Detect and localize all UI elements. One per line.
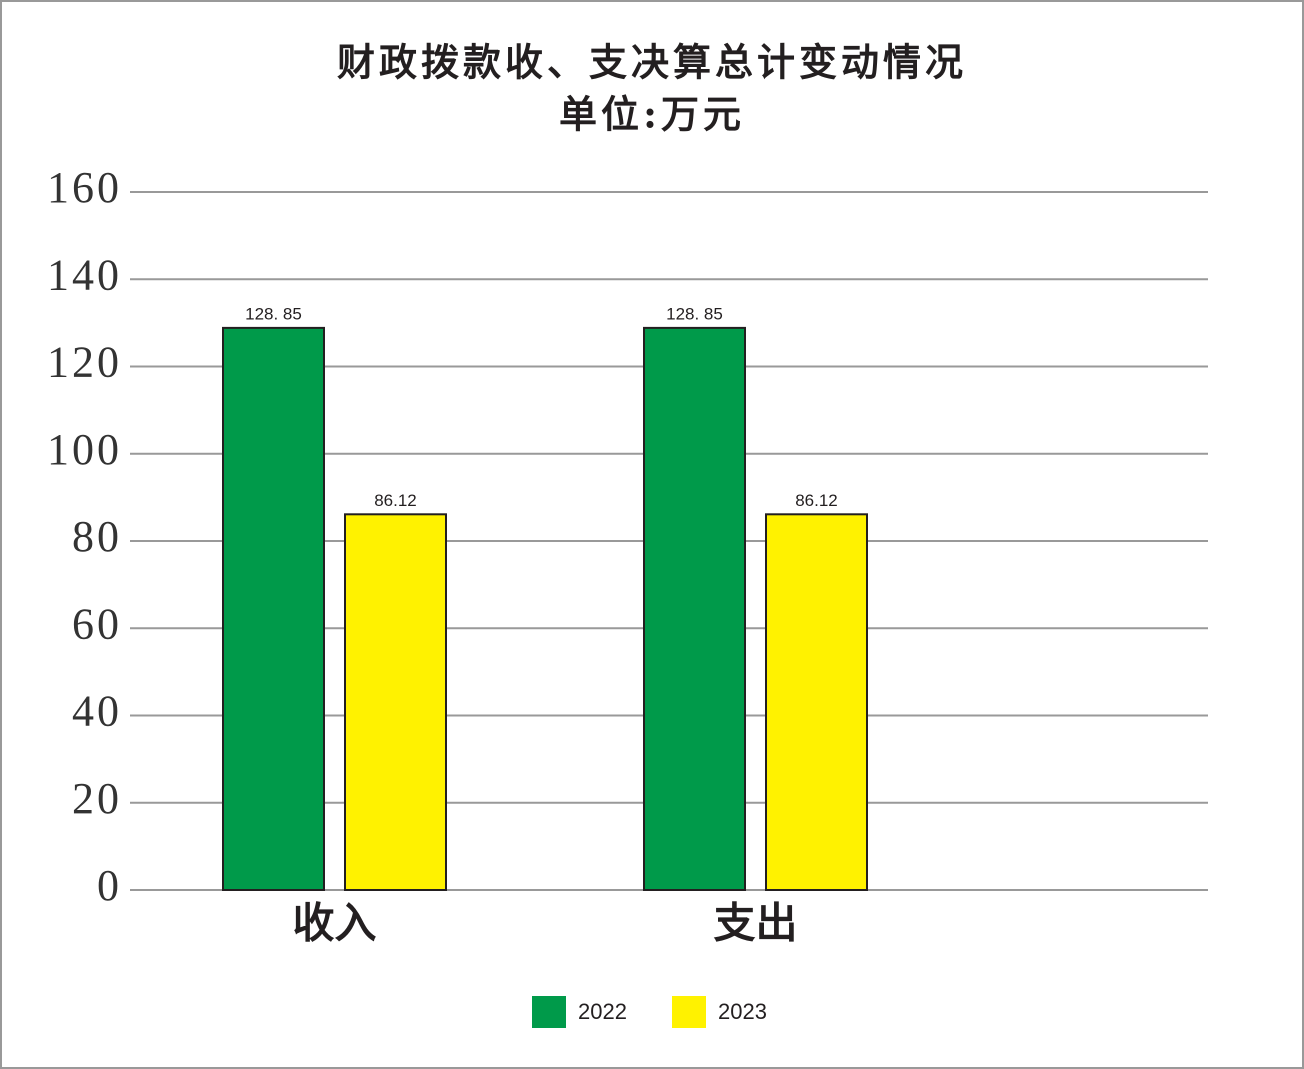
legend-swatch	[672, 996, 706, 1028]
value-label: 86.12	[374, 491, 417, 510]
value-label: 86.12	[795, 491, 838, 510]
bar	[344, 513, 447, 891]
chart-title: 财政拨款收、支决算总计变动情况	[337, 40, 967, 85]
bar	[643, 326, 746, 892]
x-tick-label: 收入	[292, 899, 376, 948]
y-tick-label: 140	[47, 250, 122, 299]
value-label: 128. 85	[245, 304, 302, 323]
legend-label: 2022	[578, 999, 627, 1024]
x-tick-label: 支出	[713, 899, 797, 948]
value-label: 128. 85	[666, 304, 723, 323]
y-tick-label: 100	[47, 425, 122, 474]
y-tick-label: 0	[97, 861, 122, 910]
y-tick-label: 60	[72, 599, 122, 648]
y-tick-label: 80	[72, 512, 122, 561]
bar	[222, 326, 325, 892]
legend-label: 2023	[718, 999, 767, 1024]
y-tick-label: 160	[47, 163, 122, 212]
y-tick-label: 120	[47, 338, 122, 387]
bar	[765, 513, 868, 891]
legend-swatch	[532, 996, 566, 1028]
y-tick-label: 20	[72, 774, 122, 823]
y-tick-label: 40	[72, 687, 122, 736]
chart-subtitle: 单位:万元	[559, 92, 745, 137]
